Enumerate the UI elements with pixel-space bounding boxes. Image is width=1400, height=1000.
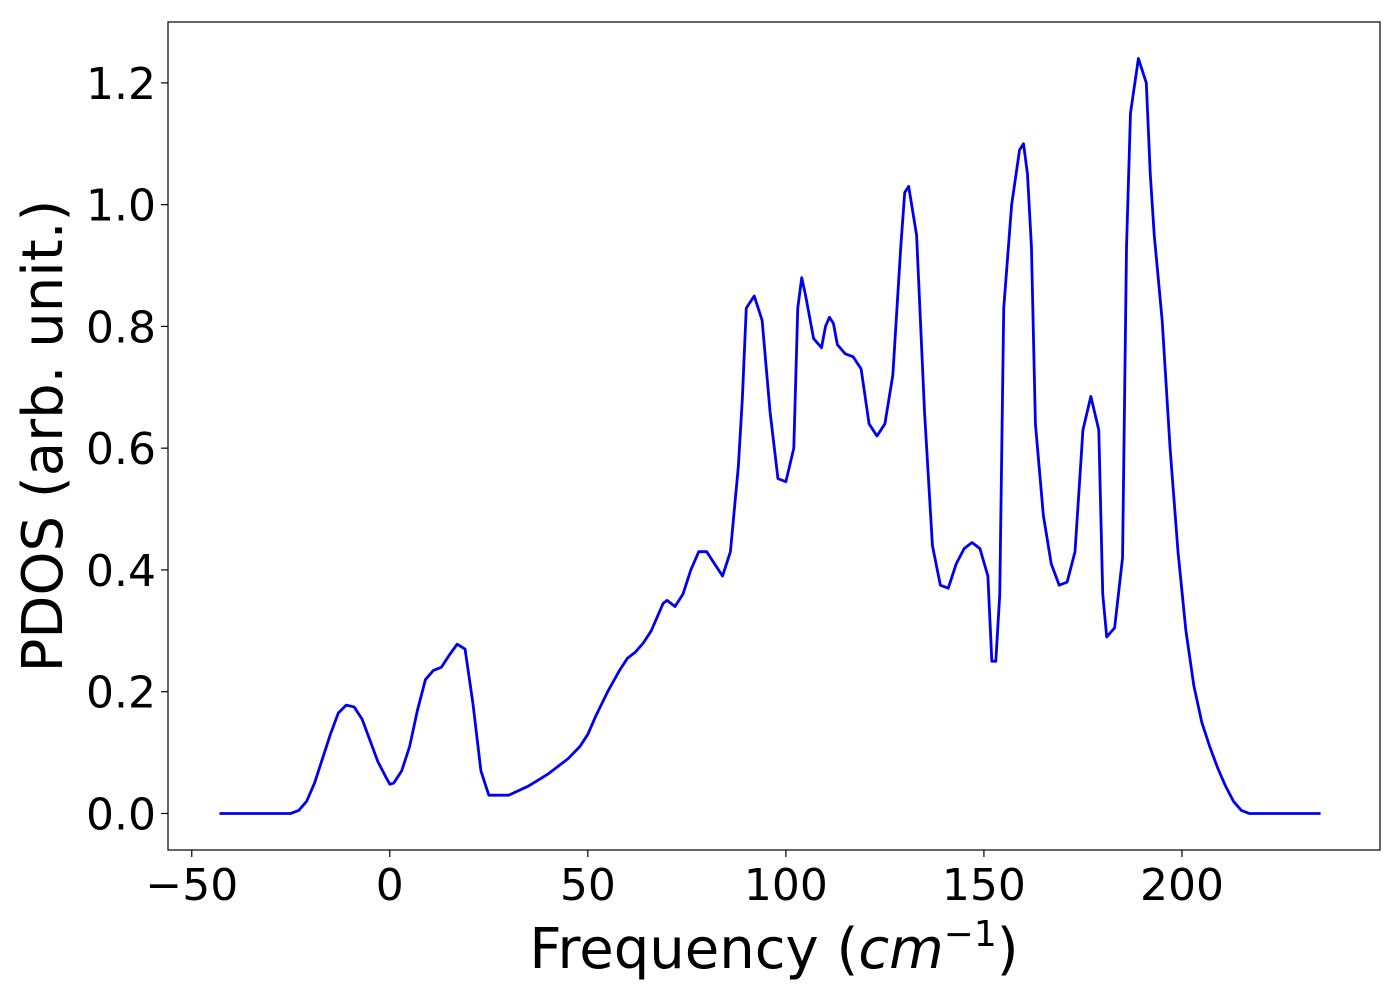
x-tick-label: 150 [942, 860, 1026, 911]
pdos-series-line [219, 57, 1321, 815]
y-tick-label: 0.4 [86, 546, 156, 597]
x-tick-label: −50 [145, 860, 238, 911]
y-tick-label: 0.2 [86, 668, 156, 719]
x-axis-ticks: −50 0 50 100 150 200 [145, 850, 1224, 911]
y-tick-label: 0.6 [86, 424, 156, 475]
x-tick-label: 0 [376, 860, 404, 911]
y-tick-label: 0.0 [86, 789, 156, 840]
x-tick-label: 200 [1140, 860, 1224, 911]
y-tick-label: 1.2 [86, 59, 156, 110]
x-axis-label: Frequency (cm−1) [529, 914, 1018, 982]
x-tick-label: 50 [560, 860, 616, 911]
x-tick-label: 100 [744, 860, 828, 911]
y-tick-label: 1.0 [86, 181, 156, 232]
y-tick-label: 0.8 [86, 302, 156, 353]
y-axis-label: PDOS (arb. unit.) [11, 200, 76, 673]
y-axis-ticks: 0.0 0.2 0.4 0.6 0.8 1.0 1.2 [86, 59, 168, 840]
